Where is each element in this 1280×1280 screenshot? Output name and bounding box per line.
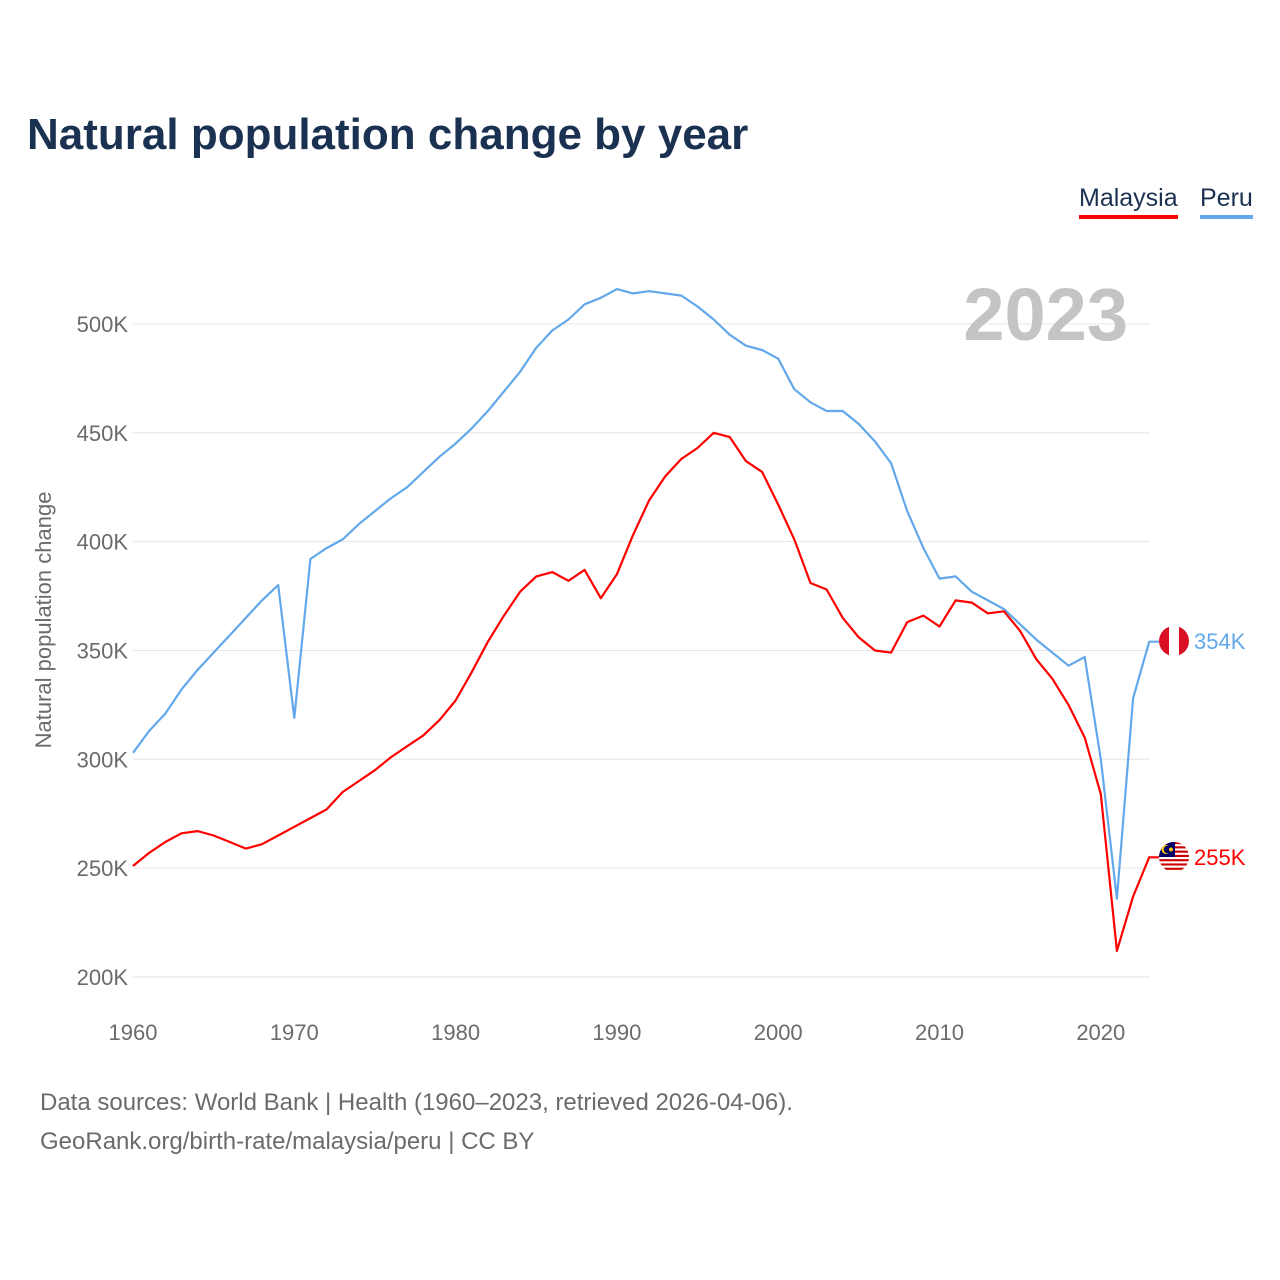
malaysia-end-label: 255K bbox=[1194, 845, 1246, 870]
x-tick-label: 1980 bbox=[431, 1020, 480, 1045]
malaysia-flag-icon bbox=[1159, 842, 1189, 872]
y-tick-label: 300K bbox=[77, 747, 129, 772]
y-tick-label: 400K bbox=[77, 530, 129, 555]
y-tick-label: 450K bbox=[77, 421, 129, 446]
y-axis-label: Natural population change bbox=[31, 492, 56, 749]
peru-flag-icon bbox=[1159, 626, 1189, 656]
legend-item-malaysia[interactable]: Malaysia bbox=[1079, 184, 1178, 219]
chart-title: Natural population change by year bbox=[27, 110, 749, 159]
source-link[interactable]: GeoRank.org/birth-rate/malaysia/peru | C… bbox=[40, 1128, 535, 1155]
series-line-malaysia bbox=[132, 431, 1160, 953]
x-tick-label: 1960 bbox=[109, 1020, 158, 1045]
y-tick-label: 250K bbox=[77, 856, 129, 881]
source-text: Data sources: World Bank | Health (1960–… bbox=[40, 1089, 793, 1116]
x-tick-label: 2020 bbox=[1076, 1020, 1125, 1045]
series-line-peru bbox=[132, 288, 1160, 900]
x-tick-label: 2010 bbox=[915, 1020, 964, 1045]
year-watermark: 2023 bbox=[963, 273, 1128, 356]
peru-end-label: 354K bbox=[1194, 629, 1246, 654]
x-tick-label: 2000 bbox=[754, 1020, 803, 1045]
y-tick-label: 350K bbox=[77, 638, 129, 663]
x-tick-label: 1970 bbox=[270, 1020, 319, 1045]
y-tick-label: 500K bbox=[77, 312, 129, 337]
y-tick-label: 200K bbox=[77, 965, 129, 990]
x-tick-label: 1990 bbox=[592, 1020, 641, 1045]
legend-item-peru[interactable]: Peru bbox=[1200, 184, 1253, 219]
